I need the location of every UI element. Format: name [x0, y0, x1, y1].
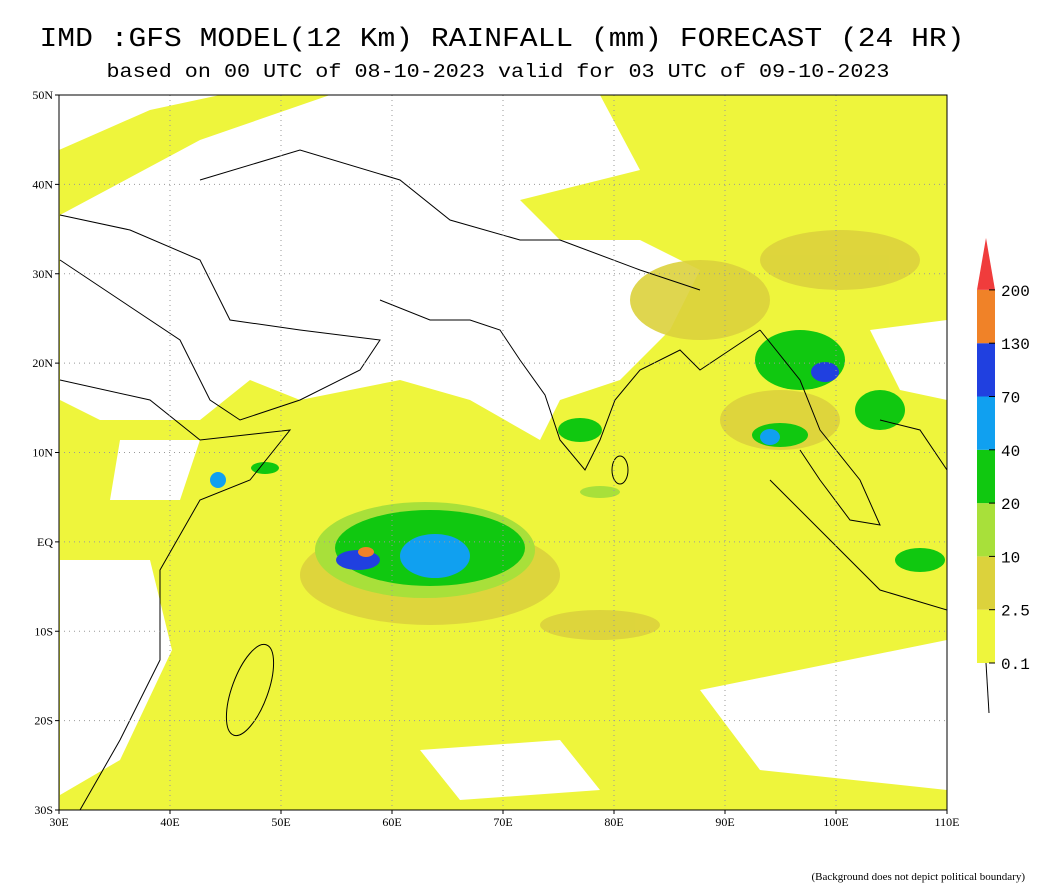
legend-swatch — [977, 289, 995, 344]
legend-tail — [985, 662, 990, 714]
lat-label: 30N — [32, 267, 53, 281]
lon-label: 70E — [493, 815, 512, 829]
lon-label: 80E — [604, 815, 623, 829]
legend-label: 130 — [1001, 336, 1030, 354]
lon-label: 40E — [160, 815, 179, 829]
lat-label: EQ — [37, 535, 53, 549]
legend-label: 40 — [1001, 443, 1020, 461]
legend-swatch — [977, 503, 995, 557]
footnote: (Background does not depict political bo… — [811, 871, 1025, 883]
dry-area — [59, 95, 947, 800]
legend-swatch — [977, 396, 995, 450]
legend-label: 70 — [1001, 390, 1020, 408]
legend-label: 2.5 — [1001, 603, 1030, 621]
coastline — [59, 149, 947, 810]
title: IMD :GFS MODEL(12 Km) RAINFALL (mm) FORE… — [40, 25, 965, 55]
lat-label: 40N — [32, 177, 53, 191]
lon-label: 50E — [271, 815, 290, 829]
lat-label: 10S — [34, 624, 53, 638]
legend-label: 10 — [1001, 549, 1020, 567]
legend: 0.1 2.5 10 20 40 70 130 200 — [977, 237, 1030, 714]
subtitle: based on 00 UTC of 08-10-2023 valid for … — [107, 61, 890, 83]
lon-label: 60E — [382, 815, 401, 829]
legend-swatch — [977, 343, 995, 397]
legend-swatch — [977, 237, 995, 290]
legend-label: 0.1 — [1001, 656, 1030, 674]
lon-label: 100E — [823, 815, 848, 829]
legend-label: 20 — [1001, 496, 1020, 514]
lat-label: 30S — [34, 803, 53, 817]
rain-cells — [210, 330, 945, 598]
lat-label: 20S — [34, 714, 53, 728]
legend-swatch — [977, 609, 995, 663]
lon-label: 90E — [715, 815, 734, 829]
lat-label: 10N — [32, 446, 53, 460]
lon-label: 110E — [935, 815, 960, 829]
lon-label: 30E — [49, 815, 68, 829]
lat-label: 20N — [32, 356, 53, 370]
lat-label: 50N — [32, 88, 53, 102]
legend-swatch — [977, 449, 995, 504]
legend-label: 200 — [1001, 283, 1030, 301]
map: 30E 40E 50E 60E 70E 80E 90E 100E 110E 50N 40N 30N 20… — [32, 88, 959, 829]
legend-swatch — [977, 556, 995, 610]
